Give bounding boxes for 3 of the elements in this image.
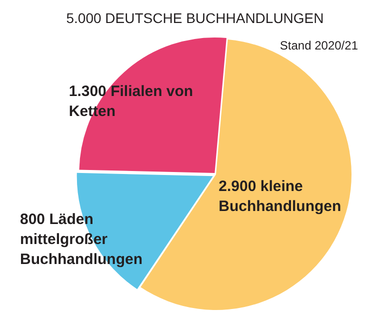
chart-title: 5.000 DEUTSCHE BUCHHANDLUNGEN [66, 10, 324, 26]
text: Stand 2020/21 [280, 38, 358, 52]
slice-label: 2.900 kleine Buchhandlungen [218, 178, 342, 216]
